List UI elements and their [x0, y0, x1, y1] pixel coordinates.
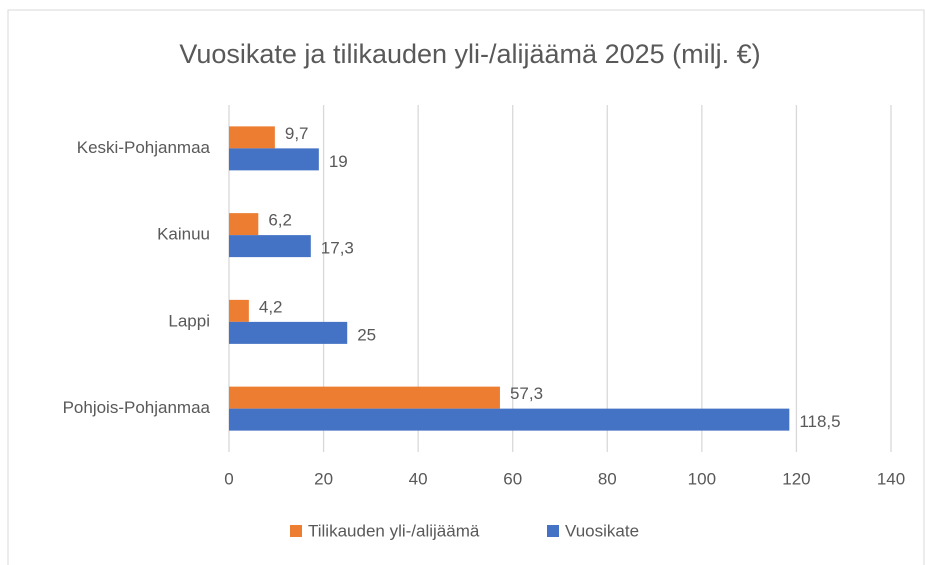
y-tick-label: Keski-Pohjanmaa	[77, 138, 211, 157]
x-tick-label: 0	[224, 469, 233, 488]
data-label: 25	[357, 325, 376, 344]
x-tick-label: 80	[598, 469, 617, 488]
legend-label: Vuosikate	[565, 521, 639, 540]
bar	[229, 321, 348, 344]
bar	[229, 235, 311, 258]
x-tick-label: 120	[782, 469, 810, 488]
data-label: 118,5	[799, 412, 840, 431]
bar	[229, 148, 319, 171]
bar	[229, 213, 259, 236]
x-tick-label: 20	[314, 469, 333, 488]
bar	[229, 299, 249, 322]
chart-frame	[7, 9, 925, 565]
y-tick-label: Kainuu	[157, 225, 210, 244]
x-tick-label: 60	[503, 469, 522, 488]
x-tick-label: 40	[409, 469, 428, 488]
x-tick-label: 140	[877, 469, 905, 488]
x-tick-label: 100	[688, 469, 716, 488]
data-label: 57,3	[510, 384, 543, 403]
bar	[229, 386, 500, 409]
data-label: 9,7	[285, 124, 309, 143]
legend-swatch	[290, 525, 302, 537]
bar	[229, 408, 790, 431]
data-label: 19	[329, 152, 348, 171]
data-label: 6,2	[268, 211, 292, 230]
data-label: 17,3	[321, 239, 354, 258]
legend-swatch	[547, 525, 559, 537]
y-tick-label: Lappi	[168, 311, 210, 330]
y-tick-label: Pohjois-Pohjanmaa	[63, 398, 211, 417]
legend-label: Tilikauden yli-/alijäämä	[308, 521, 480, 540]
bar	[229, 126, 275, 149]
chart-title: Vuosikate ja tilikauden yli-/alijäämä 20…	[179, 39, 760, 69]
data-label: 4,2	[259, 297, 283, 316]
